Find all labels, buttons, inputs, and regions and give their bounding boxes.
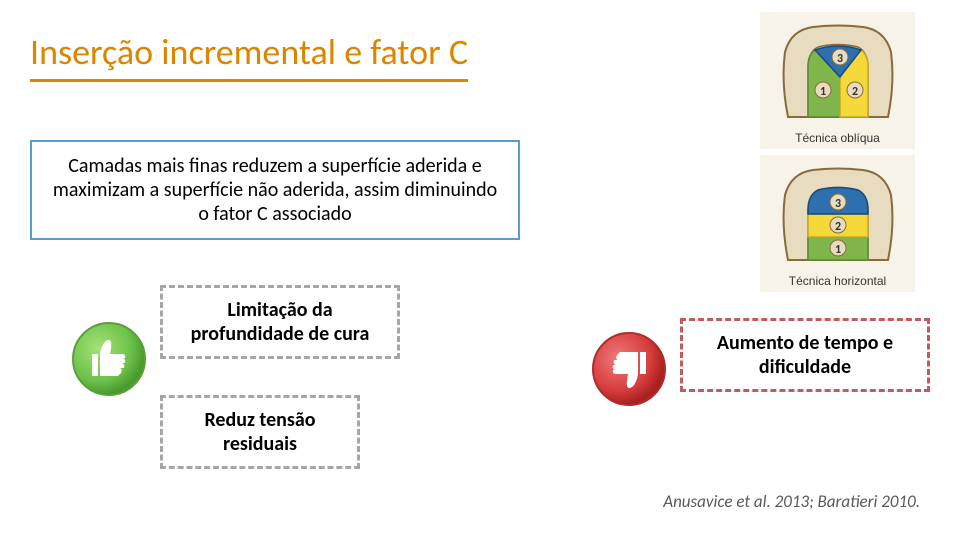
thumbs-down-icon: [590, 330, 668, 408]
tooth2-caption: Técnica horizontal: [768, 274, 907, 288]
pros-box-2: Reduz tensão residuais: [160, 395, 360, 469]
tooth2-label-3: 3: [834, 197, 840, 211]
page-title: Inserção incremental e fator C: [30, 30, 468, 82]
tooth1-label-3: 3: [836, 52, 842, 66]
main-description-box: Camadas mais finas reduzem a superfície …: [30, 140, 520, 240]
tooth1-label-1: 1: [819, 85, 825, 99]
tooth1-label-2: 2: [851, 85, 857, 99]
tooth-diagram-horizontal: 1 2 3 Técnica horizontal: [760, 155, 915, 292]
tooth2-label-2: 2: [834, 220, 840, 234]
thumbs-up-icon: [70, 320, 148, 398]
tooth1-caption: Técnica oblíqua: [768, 131, 907, 145]
pros-box-1: Limitação da profundidade de cura: [160, 285, 400, 359]
tooth2-label-1: 1: [834, 243, 840, 257]
citation-text: Anusavice et al. 2013; Baratieri 2010.: [663, 491, 920, 512]
tooth-diagram-oblique: 1 2 3 Técnica oblíqua: [760, 12, 915, 149]
cons-box-1: Aumento de tempo e dificuldade: [680, 318, 930, 392]
